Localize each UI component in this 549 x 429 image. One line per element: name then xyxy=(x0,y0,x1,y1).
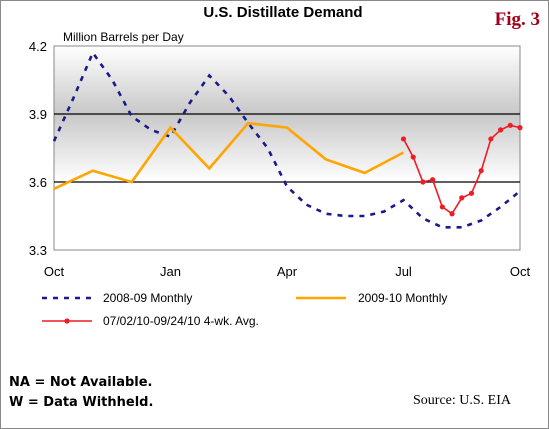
y-tick-label: 3.6 xyxy=(29,175,47,190)
data-point xyxy=(488,136,494,142)
data-point xyxy=(449,211,455,217)
x-axis-ticks: Oct Jan Apr Jul Oct xyxy=(44,264,531,279)
data-point xyxy=(400,136,407,142)
series-layer xyxy=(52,50,523,229)
y-axis-unit-label: Million Barrels per Day xyxy=(63,30,184,44)
data-point xyxy=(410,154,416,160)
data-point xyxy=(478,168,484,174)
plot-border xyxy=(53,45,521,251)
figure-label: Fig. 3 xyxy=(495,9,540,30)
data-point xyxy=(468,190,475,196)
data-point xyxy=(517,125,523,131)
series-line-1 xyxy=(53,121,405,190)
y-tick-label: 3.9 xyxy=(29,107,47,122)
x-tick-label: Jan xyxy=(160,264,181,279)
data-point xyxy=(459,195,465,201)
note-w: W = Data Withheld. xyxy=(9,395,154,410)
chart-title: U.S. Distillate Demand xyxy=(203,4,362,21)
legend-label-2: 07/02/10-09/24/10 4-wk. Avg. xyxy=(103,314,259,328)
y-tick-label: 4.2 xyxy=(29,39,47,54)
plot-background-lower xyxy=(54,182,520,250)
legend-marker xyxy=(64,318,70,324)
data-point xyxy=(430,177,436,183)
data-point xyxy=(439,204,445,210)
x-tick-label: Oct xyxy=(510,264,531,279)
data-point xyxy=(420,179,426,185)
note-na: NA = Not Available. xyxy=(9,375,153,390)
legend: 2008-09 Monthly 2009-10 Monthly 07/02/10-0… xyxy=(42,291,447,328)
x-tick-label: Oct xyxy=(44,264,65,279)
x-tick-label: Jul xyxy=(395,264,412,279)
y-axis-ticks: 3.3 3.6 3.9 4.2 xyxy=(29,39,47,258)
data-point xyxy=(497,127,504,133)
y-tick-label: 3.3 xyxy=(29,243,47,258)
source-note: Source: U.S. EIA xyxy=(413,393,511,408)
x-tick-label: Apr xyxy=(277,264,298,279)
legend-label-1: 2009-10 Monthly xyxy=(358,291,447,305)
legend-label-0: 2008-09 Monthly xyxy=(103,291,192,305)
data-point xyxy=(507,122,513,128)
